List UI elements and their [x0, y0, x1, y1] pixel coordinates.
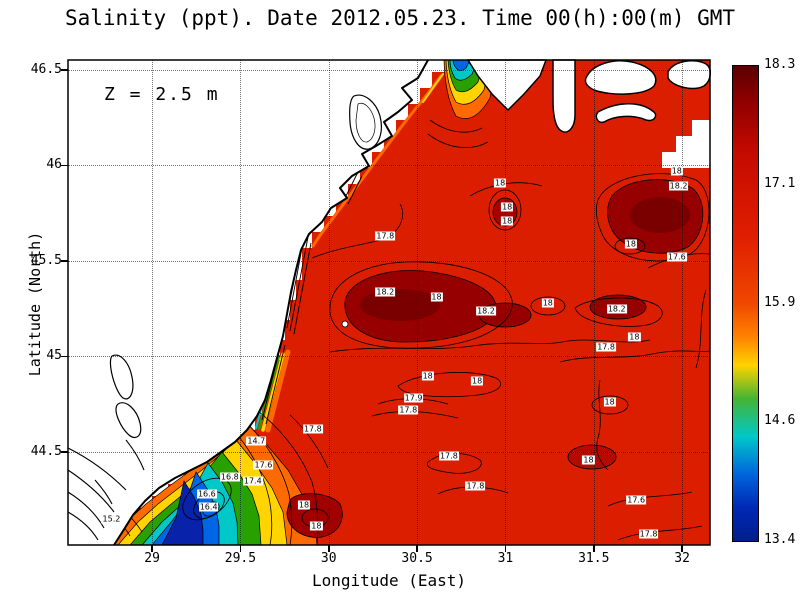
colorbar-tick-label: 14.6 [764, 413, 796, 429]
contour-value-label: 18 [430, 292, 443, 302]
grid-line-vertical [417, 60, 419, 545]
land-mass [67, 59, 429, 546]
contour-value-label: 18 [501, 202, 514, 212]
grid-line-horizontal [68, 356, 710, 358]
colorbar-tick-label: 13.4 [764, 532, 796, 547]
grid-line-vertical [328, 60, 330, 545]
islands-and-spits [466, 59, 711, 168]
grid-edge-notch [662, 120, 710, 168]
contour-value-label: 18 [624, 239, 637, 249]
lagoon-outlines [109, 94, 382, 439]
spit [595, 103, 657, 124]
y-tick-label: 46.5 [30, 61, 62, 77]
contour-value-label: 16.8 [219, 472, 240, 482]
headland [466, 59, 548, 112]
plot-frame [67, 59, 711, 546]
x-tick-mark [239, 545, 242, 552]
x-tick-mark [593, 545, 595, 552]
contour-value-label: 18 [421, 371, 434, 381]
y-tick-label: 45 [46, 348, 62, 364]
coastline [113, 59, 429, 546]
grid-line-vertical [505, 60, 507, 545]
contour-value-label: 18 [310, 521, 323, 531]
x-tick-label: 32 [674, 551, 690, 566]
contour-value-label: 17.9 [403, 393, 424, 403]
x-axis-title: Longitude (East) [311, 571, 467, 590]
contour-value-label: 15.2 [101, 514, 122, 524]
contour-value-label: 18.2 [668, 181, 689, 191]
grid-line-horizontal [68, 165, 710, 167]
contour-value-label: 16.6 [196, 489, 217, 499]
contour-value-label: 17.8 [375, 231, 396, 241]
colorbar-tick-label: 17.1 [764, 175, 796, 191]
contour-value-label: 18 [501, 216, 514, 226]
y-tick-mark [61, 69, 68, 71]
contour-value-label: 17.8 [302, 424, 323, 434]
x-tick-label: 30.5 [401, 551, 433, 566]
grid-line-vertical [240, 60, 242, 545]
peninsula [552, 59, 576, 133]
grid-line-horizontal [68, 451, 710, 453]
island [667, 59, 711, 90]
contour-value-label: 18 [471, 376, 484, 386]
x-tick-mark [328, 545, 330, 552]
depth-annotation: Z = 2.5 m [104, 84, 220, 105]
contour-value-label: 17.6 [253, 460, 274, 470]
y-tick-mark [61, 451, 68, 453]
x-tick-label: 30 [320, 551, 337, 566]
contour-value-label: 18 [494, 178, 507, 188]
y-tick-mark [61, 164, 68, 167]
y-axis-title: Latitude (North) [26, 231, 44, 377]
contour-value-label: 14.7 [246, 436, 267, 445]
y-tick-mark [61, 355, 68, 358]
x-tick-mark [681, 545, 683, 552]
grid-line-horizontal [68, 260, 710, 262]
x-tick-mark [504, 545, 507, 552]
contour-value-label: 18 [582, 455, 595, 465]
contour-value-label: 17.8 [638, 529, 659, 539]
x-tick-label: 31.5 [578, 551, 610, 566]
y-tick-label: 44.5 [30, 443, 62, 459]
contour-value-label: 18 [297, 500, 311, 510]
contour-value-label: 18.2 [476, 306, 496, 316]
y-tick-label: 45.5 [30, 252, 62, 268]
page-title: Salinity (ppt). Date 2012.05.23. Time 00… [64, 6, 736, 30]
contour-value-label: 17.4 [242, 476, 263, 486]
island [584, 60, 657, 95]
grid-line-horizontal [68, 69, 710, 71]
contour-value-label: 17.8 [596, 342, 617, 352]
contour-value-label: 18 [670, 166, 683, 176]
contour-value-label: 18.2 [606, 304, 627, 314]
contour-value-label: 17.6 [626, 495, 647, 505]
contour-value-label: 18.2 [375, 287, 396, 297]
grid-line-vertical [682, 60, 684, 545]
x-tick-mark [151, 545, 153, 552]
x-tick-label: 31 [497, 551, 514, 566]
contour-value-label: 17.8 [465, 481, 486, 491]
y-tick-label: 46 [46, 157, 62, 173]
station-dot [341, 320, 349, 328]
land-polygon [68, 60, 428, 545]
grid-line-vertical [593, 60, 595, 545]
contour-value-label: 18 [541, 298, 554, 308]
colorbar-tick-label: 15.9 [764, 294, 796, 310]
contour-value-label: 18 [603, 397, 616, 407]
x-tick-label: 29.5 [224, 551, 257, 566]
x-tick-mark [416, 545, 418, 552]
grid-line-vertical [152, 60, 154, 545]
contour-value-label: 17.8 [398, 405, 419, 415]
contour-value-label: 17.8 [438, 451, 459, 461]
colorbar-tick-label: 18.3 [764, 57, 796, 72]
colorbar [732, 65, 759, 542]
contour-value-label: 16.4 [198, 502, 219, 512]
x-tick-label: 29 [144, 551, 160, 566]
contour-value-label: 18 [628, 332, 641, 342]
delta-channels [67, 439, 145, 541]
y-tick-mark [61, 260, 68, 262]
contour-value-label: 17.6 [666, 252, 687, 262]
